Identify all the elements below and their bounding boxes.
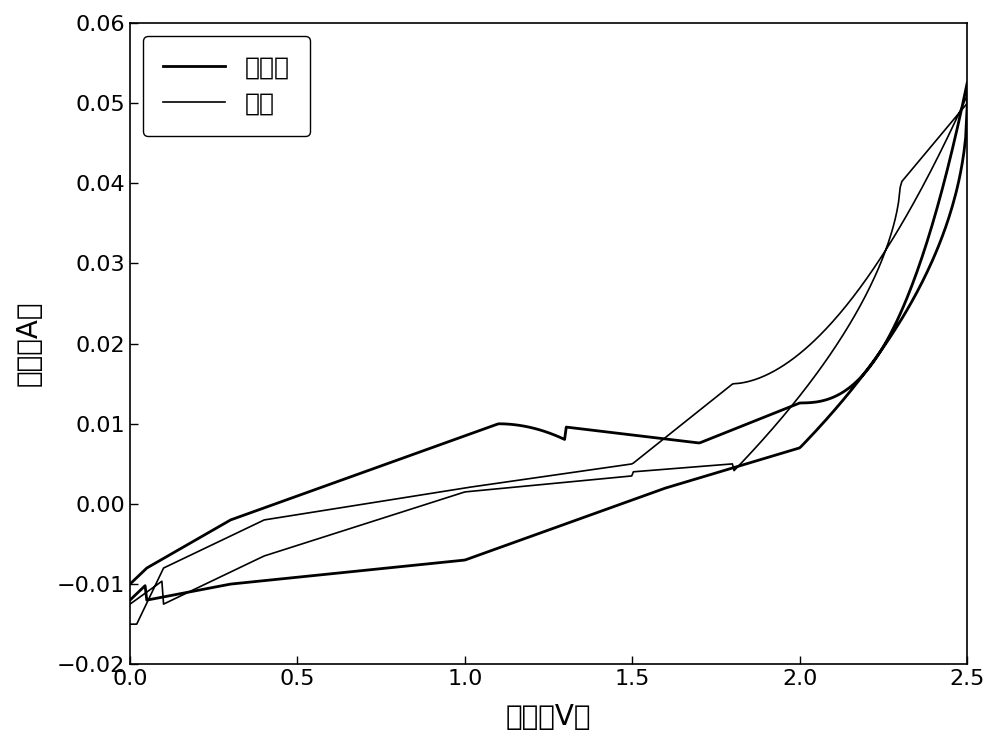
- 掺碳: [862, 272, 874, 280]
- 未掺碳: [461, 555, 473, 564]
- Legend: 未掺碳, 掺碳: 未掺碳, 掺碳: [143, 36, 310, 136]
- Line: 未掺碳: 未掺碳: [130, 82, 967, 600]
- 掺碳: [491, 484, 503, 493]
- 掺碳: [295, 510, 307, 518]
- 未掺碳: [491, 544, 503, 553]
- 掺碳: [124, 620, 136, 629]
- 掺碳: [648, 466, 660, 474]
- 掺碳: [461, 487, 473, 496]
- 未掺碳: [124, 580, 136, 589]
- Line: 掺碳: 掺碳: [130, 95, 967, 624]
- 未掺碳: [961, 78, 973, 87]
- X-axis label: 电位（V）: 电位（V）: [506, 703, 591, 731]
- 未掺碳: [648, 488, 660, 497]
- Y-axis label: 电流（A）: 电流（A）: [15, 301, 43, 386]
- 未掺碳: [295, 490, 307, 499]
- 未掺碳: [862, 364, 874, 373]
- 掺碳: [961, 91, 973, 100]
- 未掺碳: [802, 398, 814, 407]
- 掺碳: [802, 342, 814, 351]
- 未掺碳: [124, 595, 136, 604]
- 掺碳: [124, 600, 136, 609]
